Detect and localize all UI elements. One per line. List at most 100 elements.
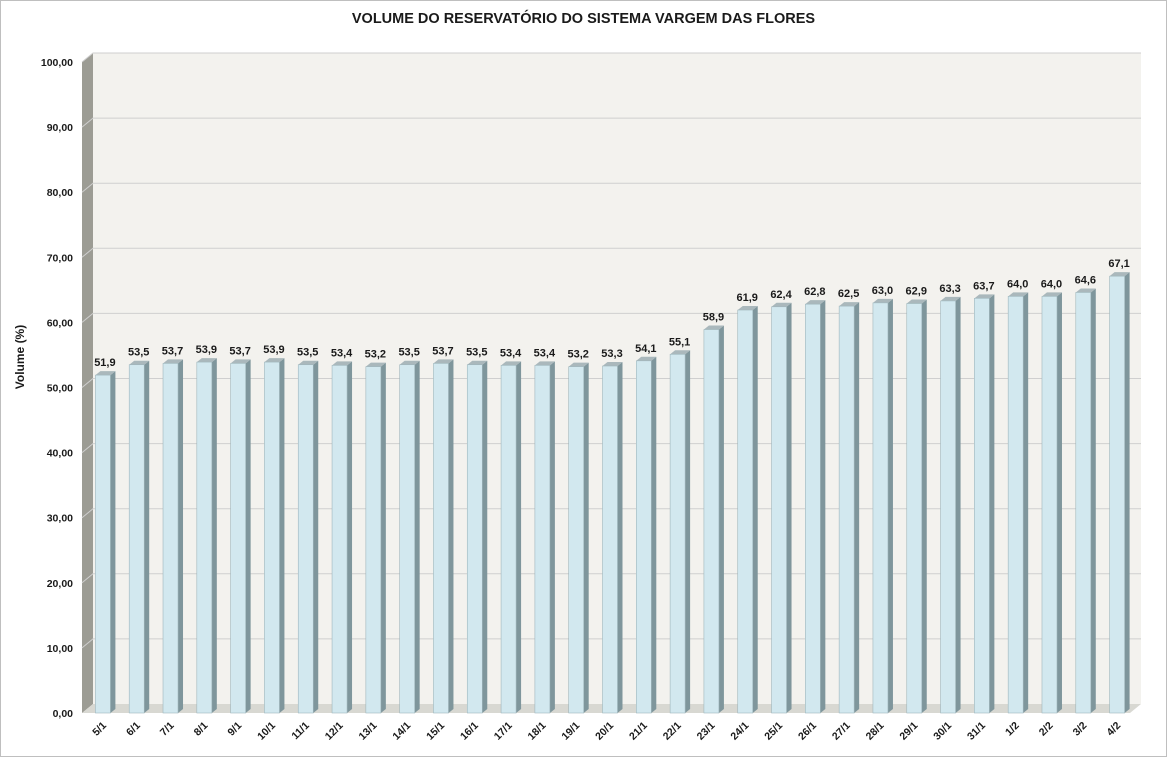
bar-side	[887, 298, 893, 713]
data-label: 67,1	[1108, 258, 1129, 270]
data-label: 53,5	[466, 347, 487, 359]
data-label: 53,7	[432, 345, 453, 357]
bar	[838, 302, 860, 714]
bar-top	[129, 360, 150, 365]
gridline	[81, 312, 1141, 323]
x-category-label: 7/1	[158, 720, 177, 739]
data-label: 58,9	[703, 312, 724, 324]
y-tick-label: 10,00	[47, 643, 73, 655]
bar	[737, 306, 758, 714]
data-label: 61,9	[737, 292, 758, 304]
y-tick-label: 80,00	[47, 187, 73, 199]
bar-side	[617, 362, 623, 713]
bar-top	[163, 359, 184, 364]
bar-side	[583, 362, 589, 713]
bar-front	[872, 302, 889, 714]
bar-side	[482, 360, 488, 713]
bar-front	[636, 360, 652, 714]
data-label: 53,5	[398, 347, 419, 359]
data-label: 53,2	[567, 349, 588, 361]
bar-side	[854, 302, 860, 713]
gridline	[81, 508, 1141, 519]
x-category-label: 1/2	[1003, 720, 1022, 739]
bar-front	[128, 364, 145, 714]
data-label: 53,2	[365, 349, 386, 361]
bar-side	[313, 360, 319, 713]
x-category-label: 6/1	[124, 720, 143, 739]
bar-top	[771, 302, 792, 307]
bar-side	[347, 361, 353, 713]
gridline	[81, 378, 1141, 388]
data-label: 53,7	[229, 345, 250, 357]
bar-top	[974, 294, 995, 299]
bar-top	[1109, 272, 1130, 277]
bar-side	[1056, 292, 1062, 713]
bar-top	[805, 300, 826, 305]
bar-front	[974, 298, 990, 714]
bar-top	[298, 360, 319, 365]
data-label: 53,7	[162, 345, 183, 357]
bar	[365, 362, 386, 714]
bar-front	[162, 363, 179, 714]
bar-side	[685, 350, 691, 713]
bar	[974, 294, 995, 714]
data-label: 53,3	[601, 348, 622, 360]
bar-front	[365, 366, 382, 714]
bar-side	[211, 358, 217, 713]
y-tick-label: 100,00	[41, 57, 73, 69]
bar-front	[805, 303, 821, 714]
bar-top	[534, 361, 555, 366]
bar-top	[1008, 292, 1029, 297]
bar-side	[516, 361, 522, 713]
x-category-label: 26/1	[796, 720, 819, 743]
x-category-label: 27/1	[830, 720, 853, 743]
bar-front	[95, 374, 111, 714]
bar	[805, 300, 826, 714]
gridline	[81, 443, 1141, 453]
y-tick-label: 60,00	[47, 317, 73, 329]
bar	[1109, 272, 1130, 714]
bar-top	[332, 361, 353, 366]
bar-top	[467, 360, 488, 365]
x-category-label: 13/1	[357, 720, 380, 743]
bar-front	[331, 365, 348, 714]
bar	[940, 296, 961, 714]
bar-side	[414, 360, 420, 713]
data-label: 62,8	[804, 286, 825, 298]
bar-front	[399, 364, 415, 714]
gridline	[81, 573, 1141, 584]
bar-front	[669, 353, 686, 714]
x-category-label: 11/1	[289, 720, 312, 743]
bar-side	[1090, 288, 1096, 713]
bar	[568, 362, 589, 714]
x-category-label: 16/1	[458, 720, 481, 743]
bar	[230, 359, 251, 714]
bar	[602, 362, 623, 714]
bar	[1041, 292, 1062, 714]
bar-top	[839, 302, 860, 307]
y-tick-label: 50,00	[47, 383, 73, 395]
y-axis-tick-labels: 0,00 10,00 20,00 30,00 40,00 50,00 60,00 70,00 8…	[41, 57, 73, 720]
data-label: 53,5	[128, 347, 149, 359]
data-label: 64,0	[1007, 278, 1028, 290]
gridline	[81, 638, 1141, 649]
bar-side	[1023, 292, 1029, 713]
bar-top	[399, 360, 420, 365]
gridline	[81, 247, 1141, 258]
x-category-label: 3/2	[1071, 720, 1090, 739]
data-label: 53,5	[297, 347, 318, 359]
bar-side	[989, 294, 995, 713]
bar	[771, 302, 792, 714]
bar	[264, 358, 285, 714]
bar-side	[820, 300, 826, 713]
x-category-label: 10/1	[255, 720, 278, 743]
bar-top	[196, 358, 217, 363]
bar-top	[1041, 292, 1062, 297]
bar-side	[144, 360, 150, 713]
bar-front	[838, 305, 855, 714]
bar-top	[433, 359, 454, 364]
x-category-label: 19/1	[559, 720, 582, 743]
bar-top	[872, 298, 893, 303]
bar	[331, 361, 353, 714]
bar-front	[1007, 296, 1024, 714]
